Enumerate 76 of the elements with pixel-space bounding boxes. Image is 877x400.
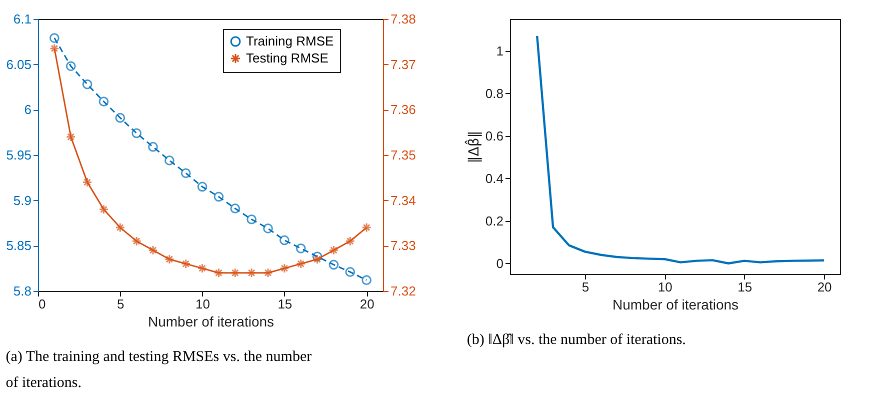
y-tick-label: 1 bbox=[496, 43, 504, 58]
point bbox=[214, 268, 224, 278]
point bbox=[66, 61, 76, 72]
point bbox=[98, 204, 109, 214]
point bbox=[197, 263, 208, 274]
point bbox=[49, 44, 60, 54]
point bbox=[279, 235, 290, 246]
y-tick-label: 0.8 bbox=[485, 86, 504, 101]
y-tick-label: 5.9 bbox=[13, 192, 32, 208]
legend-label: Testing RMSE bbox=[246, 50, 329, 66]
point bbox=[148, 245, 158, 256]
x-tick-label: 0 bbox=[38, 296, 46, 312]
point bbox=[214, 192, 224, 202]
point bbox=[230, 204, 240, 214]
x-tick-label: 10 bbox=[196, 296, 210, 312]
point bbox=[328, 260, 339, 270]
point bbox=[263, 224, 273, 234]
point bbox=[362, 275, 372, 286]
point bbox=[296, 258, 306, 269]
x-tick-label: 15 bbox=[738, 280, 752, 294]
point bbox=[132, 236, 142, 246]
point bbox=[132, 128, 142, 138]
y-tick-label: 6 bbox=[24, 102, 32, 118]
point bbox=[66, 132, 76, 142]
y2-tick-label: 7.35 bbox=[390, 148, 416, 162]
point bbox=[296, 243, 306, 254]
point bbox=[246, 214, 257, 224]
text: (b) ‖Δβ̂‖ vs. the number of iterations. bbox=[466, 332, 686, 348]
y-tick-label: 0 bbox=[496, 256, 504, 271]
y-tick-label: 6.1 bbox=[13, 12, 32, 26]
y-tick-label: 0.2 bbox=[485, 213, 504, 228]
point bbox=[49, 33, 60, 43]
x-tick-label: 10 bbox=[658, 280, 672, 294]
x-tick-label: 5 bbox=[582, 280, 590, 294]
point bbox=[98, 96, 109, 106]
y-tick-label: 0.6 bbox=[485, 128, 504, 144]
point bbox=[115, 222, 126, 232]
x-tick-label: 15 bbox=[278, 296, 292, 312]
text: (a) The training and testing RMSEs vs. the number of iterations. bbox=[6, 349, 312, 391]
x-tick-label: 5 bbox=[117, 296, 124, 312]
point bbox=[312, 254, 322, 264]
point bbox=[82, 177, 92, 188]
y2-tick-label: 7.36 bbox=[390, 102, 416, 118]
y-tick-label: 6.05 bbox=[6, 56, 32, 72]
point bbox=[197, 182, 208, 192]
y-tick-label: 5.85 bbox=[6, 238, 32, 254]
point bbox=[164, 156, 174, 166]
point bbox=[263, 268, 273, 278]
x-tick-label: 20 bbox=[360, 296, 374, 312]
point bbox=[230, 268, 240, 278]
y2-tick-label: 7.32 bbox=[390, 284, 416, 298]
y-tick-label: 5.95 bbox=[6, 148, 32, 162]
point bbox=[82, 79, 92, 90]
y-tick-label: 0.4 bbox=[485, 170, 504, 186]
y-tick-label: 5.8 bbox=[13, 284, 32, 298]
point bbox=[148, 142, 158, 152]
x-axis-title: Number of iterations bbox=[612, 296, 739, 312]
point bbox=[180, 168, 191, 178]
point bbox=[328, 245, 339, 256]
y2-tick-label: 7.34 bbox=[390, 192, 416, 208]
point bbox=[115, 112, 126, 123]
x-tick-label: 20 bbox=[817, 280, 832, 294]
point bbox=[345, 236, 356, 246]
y2-tick-label: 7.33 bbox=[390, 238, 416, 254]
x-axis-title: Number of iterations bbox=[148, 314, 274, 330]
point bbox=[279, 263, 290, 274]
point bbox=[164, 254, 174, 264]
point bbox=[180, 258, 191, 269]
point bbox=[345, 267, 356, 277]
point bbox=[246, 268, 257, 278]
legend-label: Training RMSE bbox=[246, 34, 334, 48]
y2-tick-label: 7.38 bbox=[390, 12, 416, 26]
y2-tick-label: 7.37 bbox=[390, 56, 416, 72]
line-series bbox=[536, 34, 826, 264]
point bbox=[362, 222, 372, 232]
y-axis-title: ‖Δβ̂‖ bbox=[464, 130, 482, 164]
